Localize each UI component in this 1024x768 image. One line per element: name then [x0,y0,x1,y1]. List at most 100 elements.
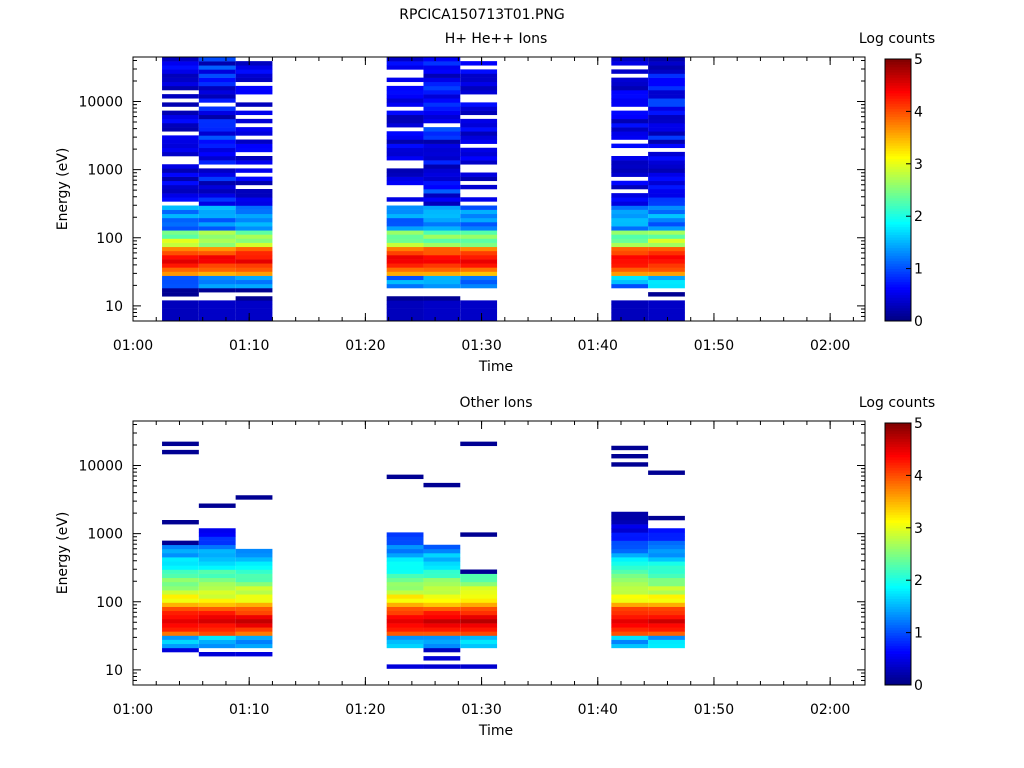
colorbar-swatch [885,208,911,212]
heatmap-cell [460,102,498,107]
colorbar-swatch [885,569,911,573]
heatmap-cell [460,197,498,202]
heatmap-cell [460,123,498,128]
heatmap-cell [198,639,236,645]
heatmap-cell [648,283,685,289]
colorbar-swatch [885,203,911,207]
colorbar-swatch [885,556,911,560]
heatmap-cell [460,623,498,628]
colorbar-swatch [885,525,911,529]
heatmap-cell [423,85,461,91]
heatmap-cell [648,98,685,103]
heatmap-cell [648,292,685,297]
heatmap-cell [235,77,273,83]
colorbar-swatch [885,90,911,94]
heatmap-cell [198,189,236,194]
colorbar-swatch [885,512,911,516]
heatmap-cell [198,65,236,70]
colorbar-tick-label: 0 [914,314,923,330]
heatmap-cell [198,614,236,620]
heatmap-cell [611,312,649,318]
colorbar-swatch [885,85,911,89]
heatmap-cell [611,143,649,149]
heatmap-cell [648,193,685,198]
heatmap-cell [198,643,236,649]
heatmap-cell [611,536,649,541]
heatmap-cell [611,275,649,281]
heatmap-cell [611,201,649,206]
heatmap-cell [648,602,685,607]
colorbar-swatch [885,614,911,618]
axis-ticks: 01:00 01:10 01:20 01:30 01:40 01:50 02:00 10 100… [78,57,865,354]
colorbar-swatch [885,250,911,254]
heatmap-cell [648,614,685,620]
heatmap-cell [235,246,273,252]
heatmap-cell [198,594,236,599]
heatmap-cell [648,168,685,173]
heatmap-cell [198,312,236,318]
colorbar-swatch [885,449,911,453]
heatmap-cell [386,151,424,157]
heatmap-cell [611,222,649,227]
colorbar-swatch [885,491,911,495]
colorbar-swatch [885,577,911,581]
heatmap-cell [386,94,424,99]
y-tick-label: 100 [96,595,123,611]
heatmap-cell [386,561,424,566]
colorbar-swatch [885,142,911,146]
heatmap-cell [198,222,236,227]
heatmap-cell [423,180,461,186]
heatmap-cell [423,569,461,574]
heatmap-cell [648,69,685,74]
colorbar-swatch [885,95,911,99]
colorbar-swatch [885,140,911,144]
colorbar-swatch [885,179,911,183]
heatmap-cell [611,209,649,215]
heatmap-cell [423,57,461,62]
heatmap-cell [460,255,498,260]
heatmap-cell [235,300,273,305]
heatmap-cell [648,77,685,83]
colorbar-swatch [885,535,911,539]
heatmap-cell [423,635,461,640]
heatmap-cell [611,213,649,219]
heatmap-cell [460,234,498,239]
heatmap-cell [198,503,236,508]
heatmap-cell [162,581,199,587]
heatmap-cell [648,222,685,227]
colorbar-swatch [885,116,911,120]
colorbar-swatch [885,318,911,322]
heatmap-cell [162,577,199,583]
heatmap-cell [198,209,236,215]
heatmap-cell [386,598,424,603]
heatmap-cell [235,610,273,616]
heatmap-cell [460,156,498,161]
heatmap-cell [423,606,461,612]
heatmap-cell [611,283,649,289]
plot-frame [132,56,866,322]
heatmap-cell [198,213,236,219]
heatmap-cell [423,312,461,318]
heatmap-cell [611,271,649,276]
heatmap-cell [648,279,685,285]
colorbar-swatch [885,242,911,246]
heatmap-cell [386,590,424,595]
heatmap-cell [648,631,685,636]
heatmap-cell [198,168,236,173]
heatmap-cell [423,255,461,260]
colorbar-swatch [885,216,911,220]
colorbar-swatch [885,237,911,241]
colorbar-swatch [885,200,911,204]
heatmap-cell [423,594,461,599]
colorbar-swatch [885,307,911,311]
heatmap-cell [386,573,424,579]
colorbar-swatch [885,451,911,455]
heatmap-cell [162,573,199,579]
heatmap-cell [611,548,649,554]
heatmap-cell [198,569,236,574]
heatmap-cell [386,242,424,248]
heatmap-cell [611,586,649,591]
heatmap-cell [386,209,424,215]
heatmap-cell [198,184,236,190]
